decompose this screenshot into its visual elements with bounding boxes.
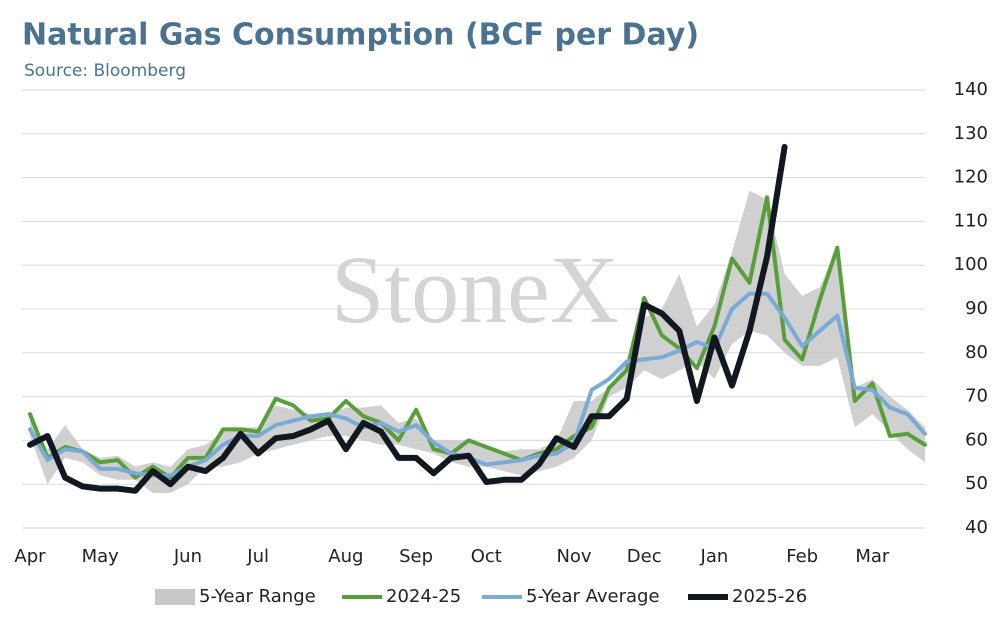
legend-swatch xyxy=(155,589,195,605)
x-tick-label: Dec xyxy=(627,546,662,567)
y-tick-label: 110 xyxy=(954,210,988,231)
y-tick-label: 90 xyxy=(965,298,988,319)
y-tick-label: 50 xyxy=(965,473,988,494)
series-line xyxy=(27,143,788,494)
x-tick-label: Jul xyxy=(246,546,269,567)
chart-subtitle: Source: Bloomberg xyxy=(24,61,186,81)
series-line xyxy=(28,195,927,480)
x-tick-label: Aug xyxy=(328,546,363,567)
x-tick-label: Jan xyxy=(700,546,729,567)
y-tick-label: 100 xyxy=(954,254,988,275)
chart-title: Natural Gas Consumption (BCF per Day) xyxy=(22,18,699,53)
x-tick-label: Apr xyxy=(14,546,46,567)
x-tick-label: Mar xyxy=(855,546,890,567)
y-tick-label: 120 xyxy=(954,167,988,188)
x-tick-label: Jun xyxy=(173,546,202,567)
x-tick-label: Nov xyxy=(556,546,591,567)
y-tick-label: 130 xyxy=(954,123,988,144)
watermark: StoneX xyxy=(331,236,619,343)
x-tick-label: May xyxy=(82,546,120,567)
y-tick-label: 80 xyxy=(965,342,988,363)
x-tick-label: Sep xyxy=(399,546,433,567)
y-tick-label: 60 xyxy=(965,429,988,450)
legend-label: 2025-26 xyxy=(732,586,807,607)
legend-label: 5-Year Range xyxy=(199,586,316,607)
y-tick-label: 40 xyxy=(965,517,988,538)
x-tick-label: Oct xyxy=(471,546,502,567)
y-tick-label: 140 xyxy=(954,79,988,100)
y-tick-label: 70 xyxy=(965,386,988,407)
series-line xyxy=(28,291,927,478)
legend-label: 5-Year Average xyxy=(526,586,660,607)
legend-label: 2024-25 xyxy=(386,586,461,607)
x-tick-label: Feb xyxy=(786,546,818,567)
